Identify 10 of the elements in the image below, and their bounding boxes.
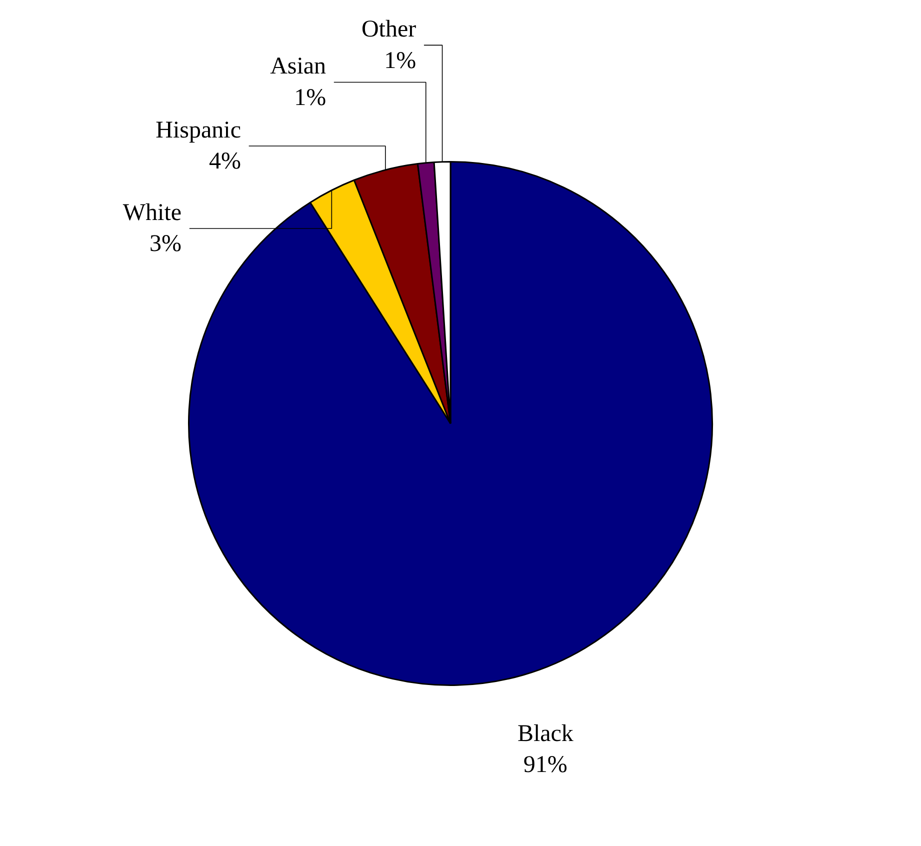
data-label: 4% [208,148,241,175]
data-label: 1% [384,48,416,74]
slice-label: White [122,200,182,226]
slice-label: Asian [270,54,326,80]
slice-label: Other [361,16,416,43]
data-label: 3% [150,231,182,258]
data-label: 91% [523,752,568,778]
data-label: 1% [294,84,326,111]
slice-label: Hispanic [156,117,241,144]
slice-label: Black [517,721,574,748]
